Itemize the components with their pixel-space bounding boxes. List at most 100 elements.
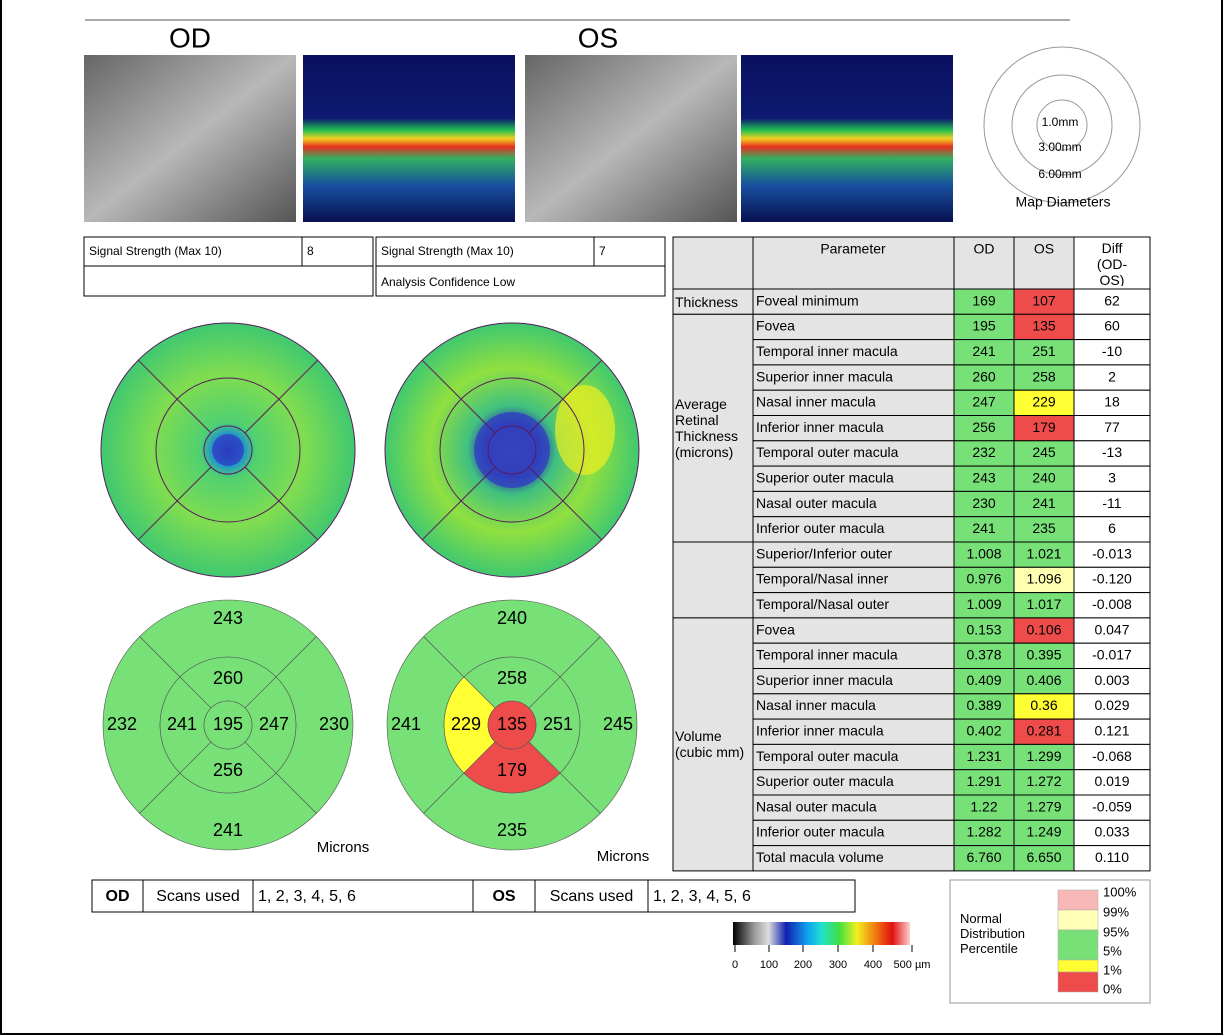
scan-list: 1, 2, 3, 4, 5, 6	[258, 888, 356, 905]
od-value: 1.291	[966, 773, 1001, 789]
scale-label: 200	[794, 959, 812, 971]
legend-level: 0%	[1103, 981, 1122, 996]
scale-label: 0	[732, 959, 738, 971]
parameter: Superior inner macula	[756, 368, 893, 384]
od-value: 241	[972, 520, 996, 536]
os-value: 1.299	[1026, 748, 1061, 764]
os-value: 135	[1032, 318, 1056, 334]
os-value: 0.281	[1026, 722, 1061, 738]
os-value: 229	[1032, 394, 1056, 410]
legend-level: 5%	[1103, 943, 1122, 958]
page: {"eyes":{"od":"OD","os":"OS"}, "map_diam…	[0, 0, 1223, 1036]
group-label-box: Thickness	[675, 289, 753, 314]
sector-value: 258	[497, 668, 527, 688]
os-value: 258	[1032, 368, 1056, 384]
sector-value: 247	[259, 714, 289, 734]
od-value: 256	[972, 419, 996, 435]
diff-value: 60	[1104, 318, 1120, 334]
scale-label: 300	[829, 959, 847, 971]
diff-value: 0.121	[1094, 722, 1129, 738]
sector-value: 232	[107, 714, 137, 734]
sector-value: 251	[543, 714, 573, 734]
os-value: 245	[1032, 444, 1056, 460]
diff-value: -0.017	[1092, 647, 1132, 663]
parameter: Foveal minimum	[756, 292, 859, 308]
od-value: 0.153	[966, 621, 1001, 637]
od-value: 260	[972, 368, 996, 384]
od-value: 169	[972, 292, 996, 308]
eye-label: OD	[169, 22, 211, 53]
legend-title-box: Normal Distribution Percentile	[960, 912, 1055, 972]
os-value: 240	[1032, 469, 1056, 485]
sector-value: 245	[603, 714, 633, 734]
os-value: 1.279	[1026, 798, 1061, 814]
scan-label: Scans used	[156, 888, 240, 905]
sector-value: 230	[319, 714, 349, 734]
sector-value: 241	[167, 714, 197, 734]
parameter: Inferior inner macula	[756, 419, 884, 435]
os-value: 0.406	[1026, 672, 1061, 688]
diff-value: -0.068	[1092, 748, 1132, 764]
sector-value: 229	[451, 714, 481, 734]
unit-label: Microns	[317, 839, 370, 856]
diff-value: 0.047	[1094, 621, 1129, 637]
os-value: 1.017	[1026, 596, 1061, 612]
parameter: Inferior outer macula	[756, 824, 885, 840]
signal-value: 7	[599, 244, 606, 258]
diff-value: -0.013	[1092, 545, 1132, 561]
os-value: 1.249	[1026, 824, 1061, 840]
diff-value: 6	[1108, 520, 1116, 536]
legend-swatch	[1058, 930, 1098, 960]
fundus-image	[84, 55, 296, 222]
parameter: Total macula volume	[756, 849, 884, 865]
oct-image	[741, 55, 953, 222]
od-value: 232	[972, 444, 996, 460]
parameter: Nasal outer macula	[756, 495, 877, 511]
ring-label: 3.00mm	[1038, 140, 1081, 154]
color-scale	[733, 922, 910, 945]
parameter: Fovea	[756, 318, 795, 334]
parameter: Inferior outer macula	[756, 520, 885, 536]
parameter: Temporal outer macula	[756, 748, 899, 764]
diff-value: 62	[1104, 292, 1120, 308]
parameter: Inferior inner macula	[756, 722, 884, 738]
parameter: Temporal/Nasal inner	[756, 571, 889, 587]
legend-level: 1%	[1103, 962, 1122, 977]
od-value: 1.282	[966, 824, 1001, 840]
group-label-box: Average Retinal Thickness (microns)	[675, 314, 753, 542]
diff-value: -0.059	[1092, 798, 1132, 814]
scan-eye: OD	[106, 888, 130, 905]
parameter: Superior outer macula	[756, 773, 894, 789]
od-value: 195	[972, 318, 996, 334]
scale-label: 500 µm	[894, 959, 931, 971]
od-value: 1.008	[966, 545, 1001, 561]
od-value: 243	[972, 469, 996, 485]
diff-value: -13	[1102, 444, 1122, 460]
os-value: 235	[1032, 520, 1056, 536]
os-value: 6.650	[1026, 849, 1061, 865]
scale-label: 400	[864, 959, 882, 971]
od-value: 241	[972, 343, 996, 359]
sector-value: 195	[213, 714, 243, 734]
parameter: Nasal inner macula	[756, 697, 876, 713]
os-value: 0.395	[1026, 647, 1061, 663]
fovea-blob	[212, 434, 244, 466]
legend-swatch	[1058, 972, 1098, 992]
sector-value: 135	[497, 714, 527, 734]
diff-value: -11	[1102, 495, 1121, 511]
legend-level: 99%	[1103, 904, 1129, 919]
os-value: 1.021	[1026, 545, 1061, 561]
report: ODOS1.0mm3.00mm6.00mmMap DiametersSignal…	[0, 0, 1223, 1036]
scale-label: 100	[760, 959, 778, 971]
od-value: 0.402	[966, 722, 1001, 738]
legend-title: Normal Distribution Percentile	[960, 912, 1055, 957]
od-value: 0.976	[966, 571, 1001, 587]
sector-value: 179	[497, 760, 527, 780]
diff-value: -0.120	[1092, 571, 1132, 587]
diff-value: -10	[1102, 343, 1122, 359]
od-value: 247	[972, 394, 996, 410]
table-header: OS	[1034, 241, 1054, 257]
scan-eye: OS	[492, 888, 515, 905]
diff-value: 0.033	[1094, 824, 1129, 840]
parameter: Nasal outer macula	[756, 798, 877, 814]
